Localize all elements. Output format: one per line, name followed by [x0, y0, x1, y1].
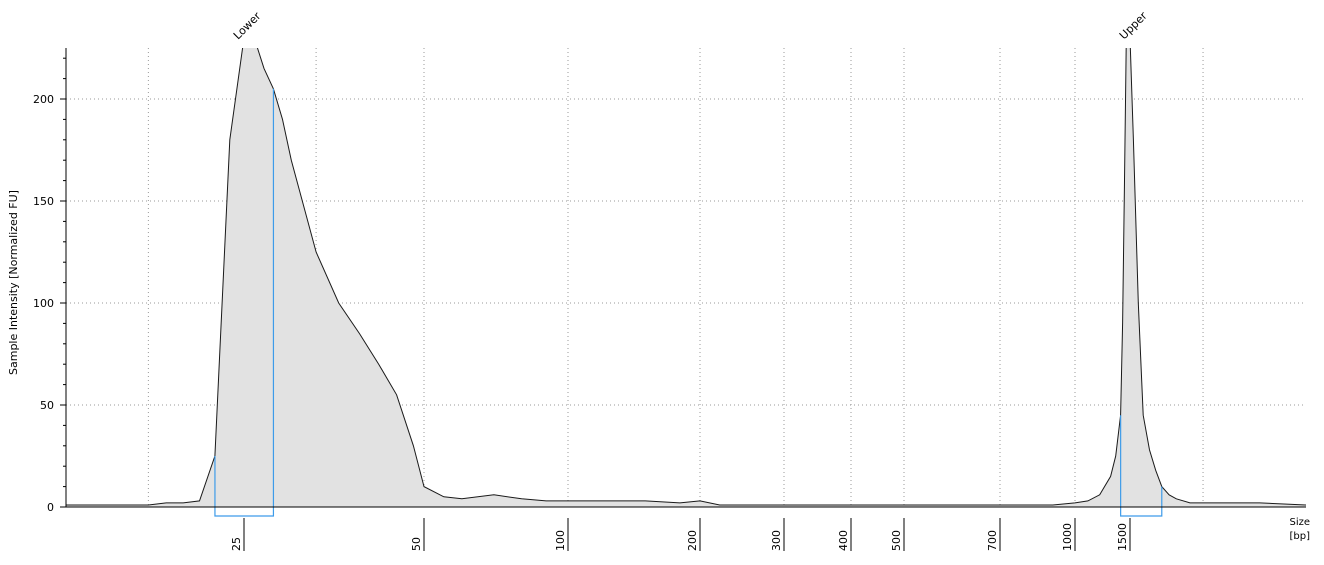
x-tick-label: 1500	[1116, 523, 1129, 551]
peak-label: Lower	[231, 9, 264, 42]
x-tick-label: 100	[554, 530, 567, 551]
x-tick-label: 500	[890, 530, 903, 551]
y-tick-label: 0	[47, 501, 54, 514]
x-axis-title: Size	[1289, 517, 1310, 528]
y-tick-label: 50	[40, 399, 54, 412]
trace-layer	[66, 38, 1306, 507]
y-tick-label: 150	[33, 195, 54, 208]
y-axis-title: Sample Intensity [Normalized FU]	[7, 190, 20, 375]
y-tick-label: 200	[33, 93, 54, 106]
y-tick-label: 100	[33, 297, 54, 310]
x-tick-label: 50	[410, 537, 423, 551]
x-tick-label: 300	[770, 530, 783, 551]
x-axis-title: [bp]	[1290, 531, 1311, 542]
x-tick-label: 25	[230, 537, 243, 551]
trace-area	[66, 38, 1306, 507]
x-tick-label: 700	[986, 530, 999, 551]
x-tick-label: 1000	[1061, 523, 1074, 551]
x-tick-label: 400	[837, 530, 850, 551]
x-tick-label: 200	[686, 530, 699, 551]
peak-label: Upper	[1117, 9, 1150, 42]
